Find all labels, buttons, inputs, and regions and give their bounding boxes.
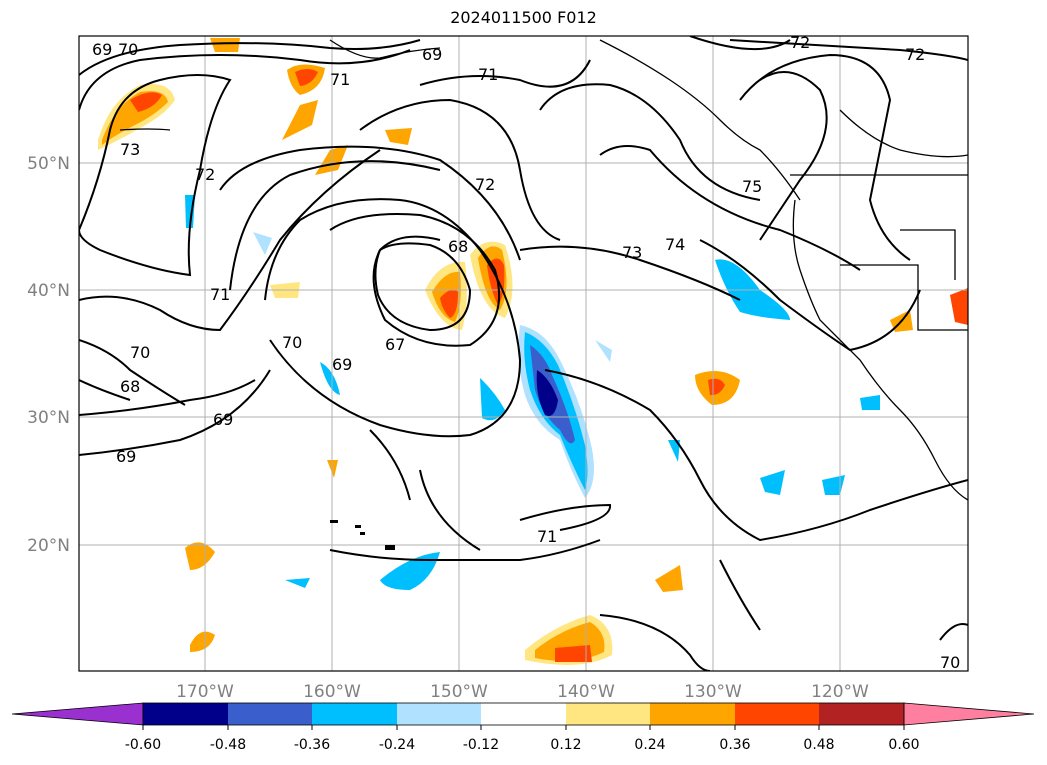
- colorbar-swatch: [143, 703, 228, 725]
- colorbar-swatch: [735, 703, 819, 725]
- negative-anomaly-shading: [185, 195, 880, 590]
- colorbar-tick: 0.48: [803, 737, 834, 753]
- contour-label: 69: [116, 447, 136, 466]
- lat-label: 30°N: [27, 408, 70, 428]
- contour-label: 71: [478, 65, 498, 84]
- colorbar-tick: 0.24: [634, 737, 665, 753]
- colorbar-tick: 0.12: [550, 737, 581, 753]
- contour-label: 70: [130, 343, 150, 362]
- lon-label: 170°W: [176, 682, 234, 702]
- contour-label: 72: [790, 33, 810, 52]
- height-contours: [79, 36, 968, 671]
- colorbar-tick: -0.36: [294, 737, 330, 753]
- colorbar-swatch: [397, 703, 481, 725]
- colorbar-tick: 0.36: [719, 737, 750, 753]
- map-frame: [78, 35, 969, 672]
- colorbar-swatch: [566, 703, 650, 725]
- contour-label: 68: [120, 377, 140, 396]
- contour-label: 73: [120, 140, 140, 159]
- colorbar-swatch: [650, 703, 735, 725]
- lon-label: 140°W: [557, 682, 615, 702]
- colorbar-tick: -0.48: [210, 737, 246, 753]
- lat-label: 50°N: [27, 154, 70, 174]
- lat-label: 40°N: [27, 281, 70, 301]
- contour-label: 71: [537, 527, 557, 546]
- contour-label: 72: [475, 175, 495, 194]
- map-title: 2024011500 F012: [450, 8, 597, 27]
- colorbar: -0.60 -0.48 -0.36 -0.24 -0.12 0.12 0.24 …: [11, 702, 1035, 753]
- contour-label: 75: [742, 177, 762, 196]
- contour-label: 72: [195, 165, 215, 184]
- islands: [330, 520, 395, 550]
- map-body: [79, 36, 968, 671]
- contour-label: 70: [940, 653, 960, 672]
- contour-label: 71: [330, 70, 350, 89]
- lon-label: 150°W: [430, 682, 488, 702]
- contour-label: 67: [385, 335, 405, 354]
- colorbar-tick: -0.12: [463, 737, 499, 753]
- contour-label: 69: [332, 355, 352, 374]
- colorbar-tick: -0.24: [379, 737, 415, 753]
- contour-label: 70: [282, 333, 302, 352]
- contour-labels: 69 70 69 71 72 73 72 72 71 68 67 70 69 7…: [92, 33, 960, 672]
- contour-label: 69: [213, 410, 233, 429]
- colorbar-swatch: [228, 703, 312, 725]
- contour-label: 73: [622, 243, 642, 262]
- lon-label: 130°W: [684, 682, 742, 702]
- lat-label: 20°N: [27, 536, 70, 556]
- colorbar-tick: 0.60: [888, 737, 919, 753]
- contour-label: 72: [905, 45, 925, 64]
- colorbar-swatch: [312, 703, 397, 725]
- contour-label: 69: [92, 40, 112, 59]
- contour-label: 71: [210, 285, 230, 304]
- colorbar-swatch: [481, 703, 566, 725]
- contour-label: 68: [448, 237, 468, 256]
- colorbar-swatch: [819, 703, 904, 725]
- lon-label: 120°W: [811, 682, 869, 702]
- contour-label: 69: [422, 45, 442, 64]
- contour-label: 74: [665, 235, 685, 254]
- coastlines: [119, 39, 968, 501]
- colorbar-extend-high: [903, 702, 1035, 726]
- contour-label: 70: [118, 40, 138, 59]
- lon-label: 160°W: [303, 682, 361, 702]
- colorbar-tick: -0.60: [125, 737, 161, 753]
- colorbar-extend-low: [11, 702, 144, 726]
